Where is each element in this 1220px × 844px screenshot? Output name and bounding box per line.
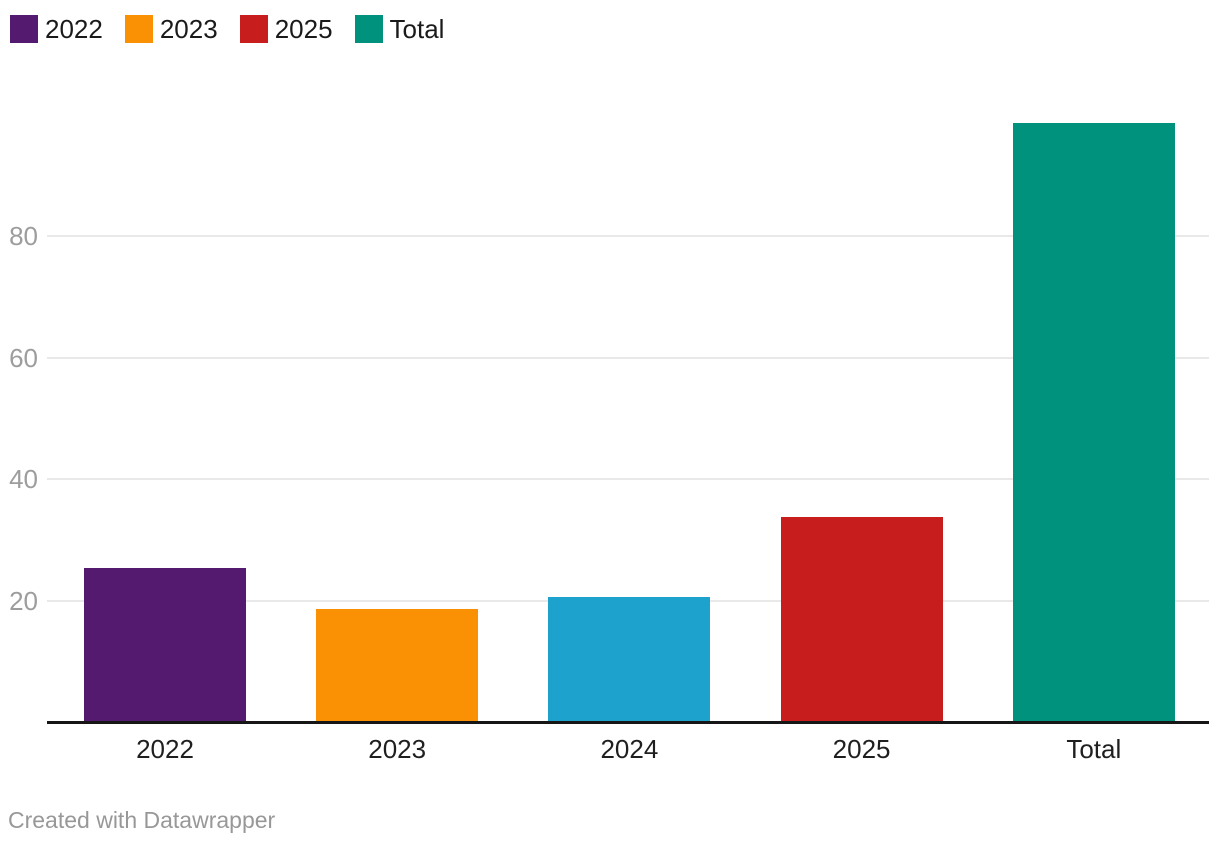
legend-item-2025: 2025 [239,14,333,44]
legend-swatch-icon [124,15,153,43]
bar-total[interactable] [1012,123,1175,722]
datawrapper-credit-link[interactable]: Created with Datawrapper [8,807,276,833]
bar-2025[interactable] [780,517,943,722]
legend-label: Total [389,14,445,44]
xtick-label: Total [1066,734,1122,764]
ytick-label: 80 [9,221,38,251]
gridline [47,235,1209,237]
gridline [47,356,1209,359]
legend-label: 2025 [274,14,333,44]
legend-label: 2022 [45,14,103,44]
legend-item-2022: 2022 [10,14,103,44]
xtick-label: 2022 [136,734,194,764]
bar-2023[interactable] [316,609,479,722]
legend-item-total: Total [354,14,445,44]
ytick-label: 20 [9,585,38,616]
gridline [47,478,1209,480]
chart-legend: 2022 2023 2025 Total [10,14,444,44]
xtick-label: 2023 [368,734,427,764]
bar-2024[interactable] [548,597,711,722]
x-axis-line [47,721,1209,724]
legend-swatch-icon [354,15,383,43]
legend-label: 2023 [159,14,218,44]
legend-swatch-icon [239,15,268,43]
legend-swatch-icon [10,15,38,43]
legend-item-2023: 2023 [124,14,218,44]
ytick-label: 60 [9,342,38,373]
xtick-label: 2025 [832,734,891,764]
xtick-label: 2024 [600,734,659,764]
ytick-label: 40 [9,464,38,494]
bar-2022[interactable] [84,567,246,722]
